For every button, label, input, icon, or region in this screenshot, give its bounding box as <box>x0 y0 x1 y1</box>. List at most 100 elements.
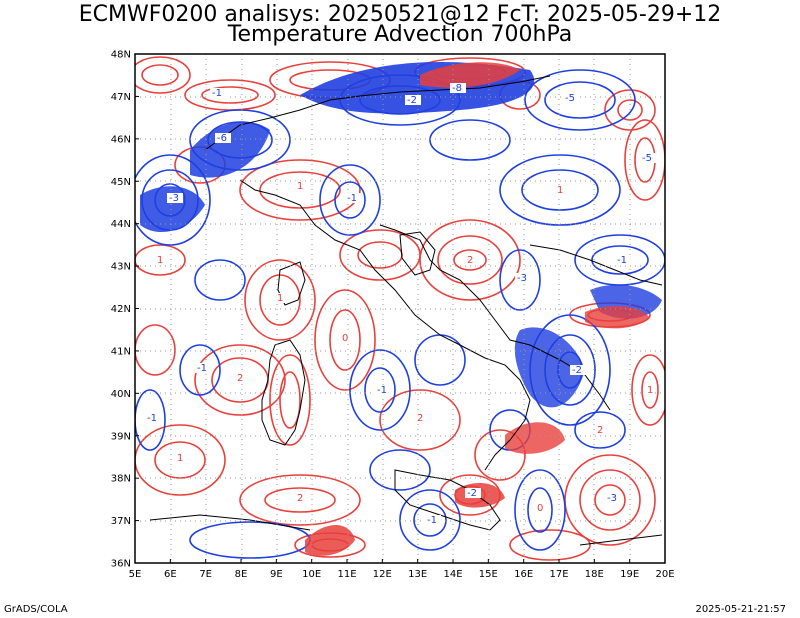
contour-label: -3 <box>169 193 179 204</box>
latitude-label: 36N <box>111 559 131 570</box>
latitude-label: 41N <box>111 346 131 357</box>
latitude-label: 43N <box>111 262 131 273</box>
contour-label: 2 <box>297 493 303 504</box>
contour-label-bg <box>640 153 656 163</box>
contour-label: -8 <box>452 83 462 94</box>
contour-label: 2 <box>597 425 603 436</box>
contour-label: 1 <box>297 181 303 192</box>
contour-label: -1 <box>197 363 207 374</box>
contour-label-bg <box>415 413 425 423</box>
latitude-label: 42N <box>111 304 131 315</box>
contour-label-bg <box>210 88 226 98</box>
latitude-label: 38N <box>111 474 131 485</box>
contour-label: 1 <box>177 453 183 464</box>
contour-label-bg <box>235 373 245 383</box>
contour-label-bg <box>595 425 605 435</box>
contour-label: -2 <box>467 488 477 499</box>
strong-warm-band <box>305 62 650 556</box>
contour-label-bg <box>195 363 211 373</box>
contour-label: -3 <box>517 273 527 284</box>
latitude-label: 44N <box>111 219 131 230</box>
contour-label: 1 <box>277 293 283 304</box>
contour-label: 0 <box>342 333 348 344</box>
contour-label-bg <box>345 193 361 203</box>
latitude-label: 45N <box>111 177 131 188</box>
contour-label: 1 <box>557 185 563 196</box>
contour-label: -1 <box>427 515 437 526</box>
contour-label-bg <box>425 515 441 525</box>
longitude-label: 14E <box>443 569 462 580</box>
longitude-labels: 5E 6E 7E 8E 9E 10E 11E 12E 13E 14E 15E 16E 17E 18E 19E… <box>129 569 675 580</box>
latitude-label: 39N <box>111 431 131 442</box>
coastlines <box>149 75 663 546</box>
latitude-label: 46N <box>111 134 131 145</box>
longitude-label: 18E <box>585 569 604 580</box>
map-subtitle: Temperature Advection 700hPa <box>227 22 573 47</box>
contour-label-bg <box>375 385 391 395</box>
longitude-label: 7E <box>199 569 212 580</box>
contour-label-bg <box>275 293 285 303</box>
latitude-label: 37N <box>111 516 131 527</box>
contour-label-bg <box>605 493 621 503</box>
longitude-label: 16E <box>514 569 533 580</box>
longitude-label: 13E <box>408 569 427 580</box>
contour-label: 2 <box>417 413 423 424</box>
latitude-label: 48N <box>111 50 131 61</box>
software-credit: GrADS/COLA <box>4 604 68 615</box>
latitude-label: 47N <box>111 92 131 103</box>
longitude-label: 6E <box>164 569 177 580</box>
contour-label-bg <box>167 193 183 203</box>
contour-label-bg <box>405 95 421 105</box>
contour-label: -1 <box>617 255 627 266</box>
contour-label-bg <box>515 273 531 283</box>
contour-label: 1 <box>647 385 653 396</box>
contour-label: -6 <box>217 133 227 144</box>
grid-lines <box>135 54 665 563</box>
longitude-label: 8E <box>235 569 248 580</box>
contour-label: -1 <box>212 88 222 99</box>
contour-label-bg <box>450 83 466 93</box>
axis-ticks <box>134 53 666 564</box>
map-title: ECMWF0200 analisys: 20250521@12 FcT: 202… <box>78 2 722 27</box>
contour-label: 2 <box>467 255 473 266</box>
contour-label: -1 <box>377 385 387 396</box>
longitude-label: 10E <box>302 569 321 580</box>
contour-label-bg <box>155 255 165 265</box>
contour-label-bg <box>295 181 305 191</box>
longitude-label: 19E <box>620 569 639 580</box>
longitude-label: 9E <box>270 569 283 580</box>
contour-label: 0 <box>537 503 543 514</box>
contour-label: -1 <box>347 193 357 204</box>
contour-label: -1 <box>147 413 157 424</box>
contour-field: 1 2 -1 -2 -3 -5 -6 -8 1 0 -1 2 1 -1 -2 -3 1 2 -1 0 -1 -2 1 2 -1 -… <box>135 54 665 563</box>
contour-label-bg <box>215 133 231 143</box>
contour-label: 2 <box>237 373 243 384</box>
contour-labels: 1 2 -1 -2 -3 -5 -6 -8 1 0 -1 2 1 -1 -2 -3 1 2 -1 0 -1 -2 1 2 -1 -… <box>145 83 656 526</box>
contour-label-bg <box>645 385 655 395</box>
longitude-label: 20E <box>655 569 674 580</box>
contour-label: -5 <box>642 153 652 164</box>
latitude-label: 40N <box>111 389 131 400</box>
longitude-label: 11E <box>337 569 356 580</box>
contour-label-bg <box>465 255 475 265</box>
render-timestamp: 2025-05-21-21:57 <box>695 604 786 615</box>
contour-label: 1 <box>157 255 163 266</box>
contour-label: -5 <box>565 93 575 104</box>
contour-label-bg <box>145 413 161 423</box>
latitude-labels: 36N 37N 38N 39N 40N 41N 42N 43N 44N 45N 46N 47N 48N <box>111 50 131 570</box>
contour-label-bg <box>555 185 565 195</box>
contour-label-bg <box>615 255 631 265</box>
contour-label-bg <box>295 493 305 503</box>
contour-label-bg <box>340 333 350 343</box>
contour-label: -3 <box>607 493 617 504</box>
contour-label-bg <box>535 503 545 513</box>
contour-label: -2 <box>407 95 417 106</box>
contour-label-bg <box>465 488 481 498</box>
longitude-label: 12E <box>373 569 392 580</box>
contour-label-bg <box>563 93 579 103</box>
longitude-label: 5E <box>129 569 142 580</box>
longitude-label: 17E <box>549 569 568 580</box>
contour-label: -2 <box>572 365 582 376</box>
contour-label-bg <box>175 453 185 463</box>
